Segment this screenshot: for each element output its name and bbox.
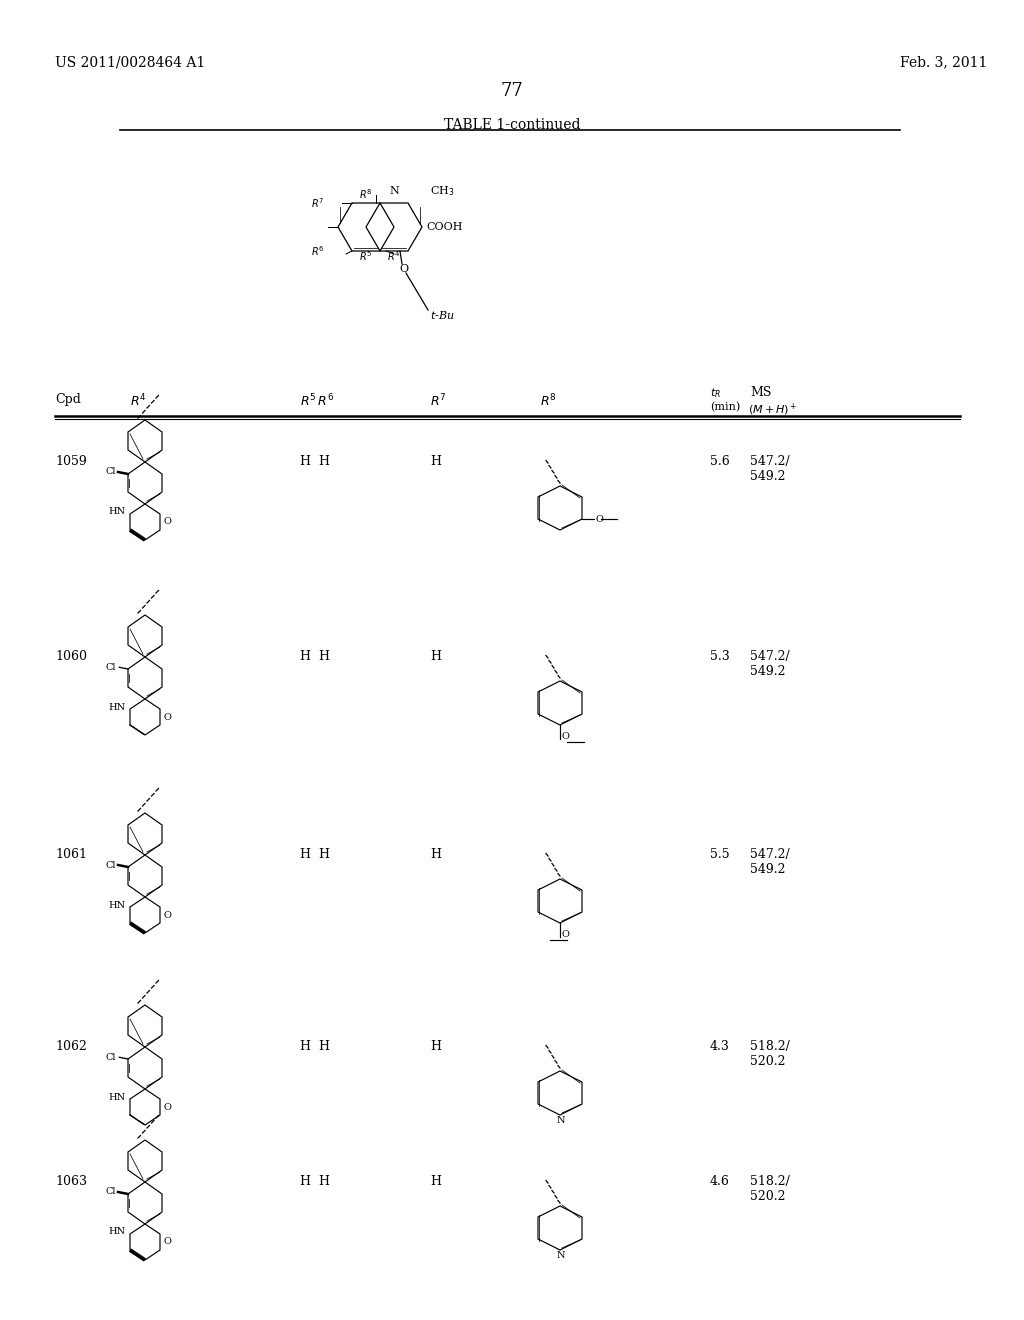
Text: Cl: Cl xyxy=(105,861,116,870)
Text: $R^7$: $R^7$ xyxy=(430,393,446,409)
Text: O: O xyxy=(163,1102,171,1111)
Text: $R^6$: $R^6$ xyxy=(310,244,324,257)
Text: $R^5\,R^6$: $R^5\,R^6$ xyxy=(300,393,334,409)
Text: H  H: H H xyxy=(300,455,330,469)
Text: 5.3: 5.3 xyxy=(710,649,730,663)
Text: (min): (min) xyxy=(710,403,740,412)
Text: $R^8$: $R^8$ xyxy=(540,393,556,409)
Text: HN: HN xyxy=(109,900,126,909)
Text: HN: HN xyxy=(109,507,126,516)
Text: TABLE 1-continued: TABLE 1-continued xyxy=(443,117,581,132)
Text: N: N xyxy=(389,186,399,195)
Text: HN: HN xyxy=(109,702,126,711)
Text: 1063: 1063 xyxy=(55,1175,87,1188)
Text: 77: 77 xyxy=(501,82,523,100)
Text: H  H: H H xyxy=(300,649,330,663)
Text: $R^4$: $R^4$ xyxy=(130,393,146,409)
Text: $t_R$: $t_R$ xyxy=(710,385,721,400)
Text: $R^5$: $R^5$ xyxy=(359,249,373,263)
Text: 4.6: 4.6 xyxy=(710,1175,730,1188)
Text: $t$-Bu: $t$-Bu xyxy=(430,309,455,321)
Text: 1059: 1059 xyxy=(55,455,87,469)
Text: H: H xyxy=(430,455,441,469)
Text: 1061: 1061 xyxy=(55,847,87,861)
Text: O: O xyxy=(561,931,569,939)
Text: MS: MS xyxy=(750,385,771,399)
Text: 518.2/
520.2: 518.2/ 520.2 xyxy=(750,1175,790,1203)
Text: 5.5: 5.5 xyxy=(710,847,730,861)
Text: Cl: Cl xyxy=(105,1188,116,1196)
Text: 547.2/
549.2: 547.2/ 549.2 xyxy=(750,455,790,483)
Text: HN: HN xyxy=(109,1093,126,1101)
Text: O: O xyxy=(399,264,409,275)
Text: $(M + H)^+$: $(M + H)^+$ xyxy=(748,403,798,418)
Text: H: H xyxy=(430,847,441,861)
Text: O: O xyxy=(163,713,171,722)
Text: H  H: H H xyxy=(300,1175,330,1188)
Text: 5.6: 5.6 xyxy=(710,455,730,469)
Text: 547.2/
549.2: 547.2/ 549.2 xyxy=(750,847,790,876)
Text: Cl: Cl xyxy=(105,663,116,672)
Text: H: H xyxy=(430,1040,441,1053)
Text: O: O xyxy=(163,911,171,920)
Text: N: N xyxy=(557,1115,565,1125)
Text: $R^4$: $R^4$ xyxy=(387,249,400,263)
Text: H  H: H H xyxy=(300,847,330,861)
Text: 1062: 1062 xyxy=(55,1040,87,1053)
Text: O: O xyxy=(561,733,569,741)
Text: Feb. 3, 2011: Feb. 3, 2011 xyxy=(900,55,987,69)
Text: O: O xyxy=(595,515,603,524)
Text: COOH: COOH xyxy=(426,222,463,232)
Text: H: H xyxy=(430,1175,441,1188)
Text: Cpd: Cpd xyxy=(55,393,81,407)
Text: O: O xyxy=(163,1238,171,1246)
Text: $R^8$: $R^8$ xyxy=(359,187,373,201)
Text: Cl: Cl xyxy=(105,1052,116,1061)
Text: HN: HN xyxy=(109,1228,126,1237)
Text: 4.3: 4.3 xyxy=(710,1040,730,1053)
Text: O: O xyxy=(163,517,171,527)
Text: 1060: 1060 xyxy=(55,649,87,663)
Text: 518.2/
520.2: 518.2/ 520.2 xyxy=(750,1040,790,1068)
Text: Cl: Cl xyxy=(105,467,116,477)
Text: N: N xyxy=(557,1251,565,1261)
Text: US 2011/0028464 A1: US 2011/0028464 A1 xyxy=(55,55,205,69)
Text: 547.2/
549.2: 547.2/ 549.2 xyxy=(750,649,790,678)
Text: H: H xyxy=(430,649,441,663)
Text: H  H: H H xyxy=(300,1040,330,1053)
Text: CH$_3$: CH$_3$ xyxy=(430,183,455,198)
Text: $R^7$: $R^7$ xyxy=(310,197,324,210)
